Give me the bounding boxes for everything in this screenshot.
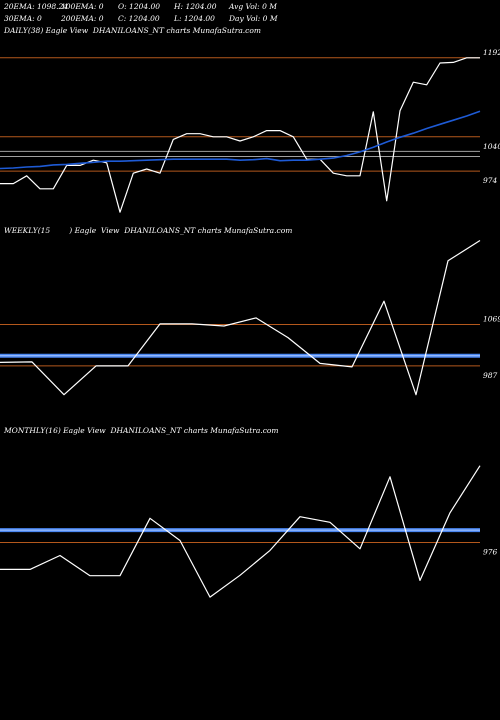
stat-low: L: 1204.00 — [174, 14, 215, 23]
stat-200ema: 200EMA: 0 — [61, 14, 104, 23]
weekly-title-left: WEEKLY(15 — [4, 226, 51, 235]
monthly-level-label-0: 976 — [483, 547, 498, 556]
daily-ema-line — [0, 110, 481, 170]
monthly-title-right: View DHANILOANS_NT charts MunafaSutra.co… — [87, 426, 279, 435]
daily-title-right: View DHANILOANS_NT charts MunafaSutra.co… — [69, 26, 262, 35]
stat-100ema: 100EMA: 0 — [61, 2, 104, 11]
daily-level-label-0: 1192 — [483, 48, 500, 57]
monthly-title-left: MONTHLY(16) Eagle — [4, 426, 85, 435]
stat-avg-vol: Avg Vol: 0 M — [229, 2, 277, 11]
stat-open: O: 1204.00 — [118, 2, 161, 11]
monthly-panel-title: MONTHLY(16) Eagle View DHANILOANS_NT cha… — [4, 426, 279, 435]
daily-level-label-2: 974 — [483, 176, 498, 185]
daily-level-label-1: 1040 — [483, 142, 500, 151]
weekly-level-label-1: 987 — [483, 371, 498, 380]
weekly-title-right: ) Eagle View DHANILOANS_NT charts Munafa… — [69, 226, 293, 235]
daily-price-line — [0, 57, 480, 213]
stat-30ema: 30EMA: 0 — [4, 14, 42, 23]
weekly-price-line — [0, 239, 481, 396]
daily-panel-title: DAILY(38) Eagle View DHANILOANS_NT chart… — [4, 26, 261, 35]
stat-day-vol: Day Vol: 0 M — [229, 14, 278, 23]
weekly-panel-title: WEEKLY(15 ) Eagle View DHANILOANS_NT cha… — [4, 226, 292, 235]
monthly-price-line — [0, 465, 481, 598]
stat-high: H: 1204.00 — [174, 2, 217, 11]
stat-20ema: 20EMA: 1098.24 — [4, 2, 69, 11]
stat-close: C: 1204.00 — [118, 14, 160, 23]
daily-title-left: DAILY(38) Eagle — [4, 26, 68, 35]
